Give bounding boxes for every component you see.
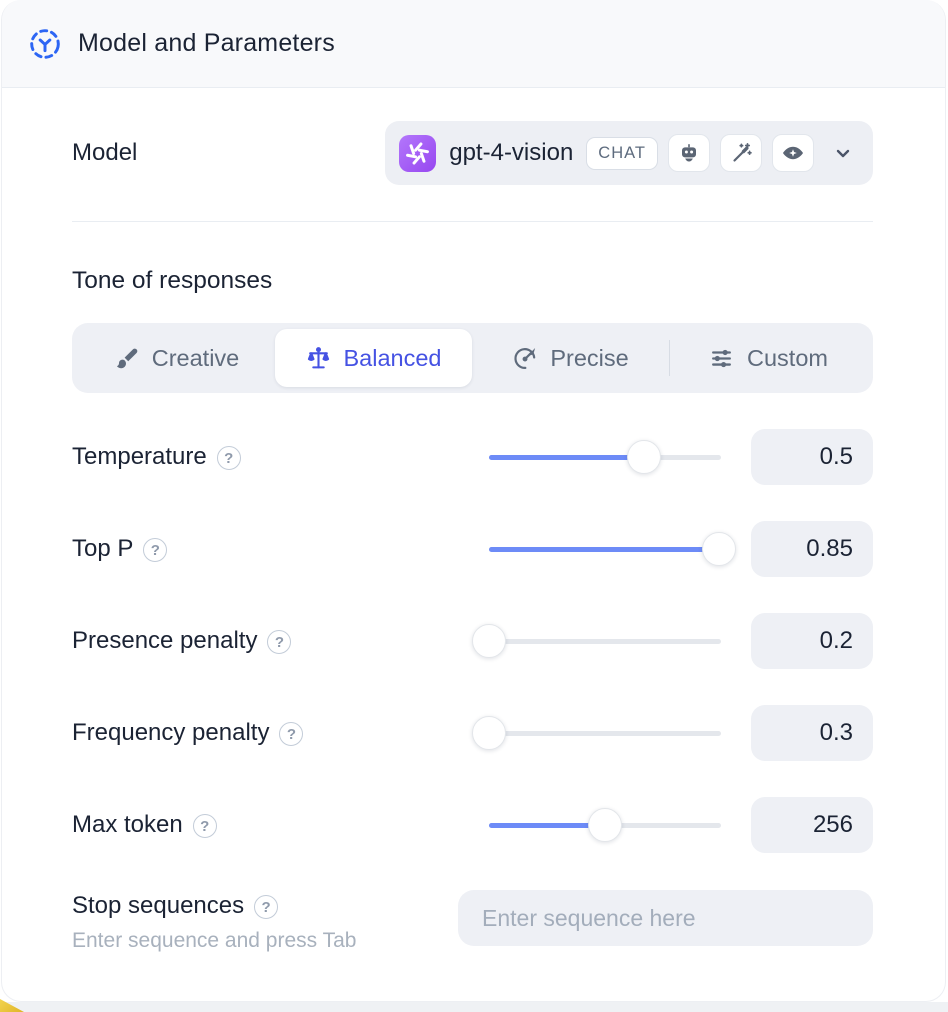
page-background-strip (0, 1002, 948, 1012)
presence-penalty-value[interactable]: 0.2 (751, 613, 873, 669)
help-icon[interactable]: ? (143, 538, 168, 562)
help-icon[interactable]: ? (192, 814, 217, 838)
tone-option-balanced[interactable]: Balanced (275, 329, 472, 387)
stop-sequence-input[interactable] (458, 890, 873, 946)
stop-sequences-label: Stop sequences (72, 892, 245, 919)
vision-capability-chip (772, 134, 814, 172)
tone-option-label: Precise (550, 344, 629, 371)
slider-thumb[interactable] (701, 532, 736, 566)
tone-option-label: Balanced (343, 344, 442, 371)
presence-penalty-slider[interactable] (472, 624, 721, 658)
model-label: Model (72, 139, 138, 166)
top-p-value[interactable]: 0.85 (751, 521, 873, 577)
max-token-slider[interactable] (489, 808, 721, 842)
help-icon[interactable]: ? (267, 630, 292, 654)
parameter-row-max-token: Max token ? 256 (72, 797, 873, 853)
chat-type-badge: CHAT (586, 136, 658, 170)
wand-sparkles-icon (733, 142, 752, 162)
openai-logo-icon (399, 134, 437, 172)
tone-option-precise[interactable]: Precise (472, 329, 669, 387)
parameter-label: Presence penalty (72, 627, 258, 654)
stop-sequences-helper: Enter sequence and press Tab (72, 929, 357, 952)
help-icon[interactable]: ? (216, 446, 241, 470)
slider-track (489, 730, 721, 736)
temperature-value[interactable]: 0.5 (751, 429, 873, 485)
stop-sequences-row: Stop sequences ? Enter sequence and pres… (72, 890, 873, 953)
parameter-row-frequency-penalty: Frequency penalty ? 0.3 (72, 705, 873, 761)
chevron-down-icon (836, 149, 850, 158)
slider-thumb[interactable] (472, 716, 506, 750)
brush-icon (116, 348, 138, 368)
panel-title: Model and Parameters (78, 29, 335, 57)
parameter-label: Max token (72, 811, 183, 838)
scale-icon (307, 346, 329, 368)
parameter-label: Temperature (72, 443, 207, 470)
model-hub-icon (30, 28, 60, 59)
top-p-slider[interactable] (489, 532, 736, 566)
tone-option-label: Creative (151, 344, 240, 371)
parameter-row-top-p: Top P ? 0.85 (72, 521, 873, 577)
sliders-icon (712, 349, 731, 367)
slider-thumb[interactable] (588, 808, 622, 842)
wand-capability-chip (720, 134, 762, 172)
tone-option-creative[interactable]: Creative (78, 329, 275, 387)
slider-fill (489, 454, 645, 460)
slider-fill (489, 546, 719, 552)
vision-eye-icon (783, 146, 803, 160)
tone-option-label: Custom (747, 344, 828, 371)
robot-capability-chip (668, 134, 710, 172)
parameter-row-presence-penalty: Presence penalty ? 0.2 (72, 613, 873, 669)
panel-header: Model and Parameters (2, 0, 945, 88)
segmented-divider (669, 340, 670, 376)
slider-thumb[interactable] (472, 624, 506, 658)
model-name: gpt-4-vision (449, 139, 574, 166)
tone-option-custom[interactable]: Custom (670, 329, 867, 387)
parameter-label: Top P (72, 535, 134, 562)
help-icon[interactable]: ? (279, 722, 304, 746)
frequency-penalty-value[interactable]: 0.3 (751, 705, 873, 761)
max-token-value[interactable]: 256 (751, 797, 873, 853)
robot-icon (682, 144, 696, 162)
slider-thumb[interactable] (627, 440, 662, 474)
slider-track (489, 638, 721, 644)
frequency-penalty-slider[interactable] (472, 716, 721, 750)
model-select-dropdown[interactable]: gpt-4-vision CHAT (385, 121, 873, 185)
slider-fill (489, 822, 605, 828)
temperature-slider[interactable] (489, 440, 721, 474)
model-row: Model gpt-4-vision CHAT (72, 121, 873, 185)
tone-heading: Tone of responses (72, 267, 273, 294)
section-divider (72, 221, 873, 222)
parameter-row-temperature: Temperature ? 0.5 (72, 429, 873, 485)
help-icon[interactable]: ? (254, 895, 279, 919)
tone-segmented-control: Creative Balanced (72, 323, 873, 393)
target-icon (514, 347, 536, 369)
parameter-label: Frequency penalty (72, 719, 270, 746)
